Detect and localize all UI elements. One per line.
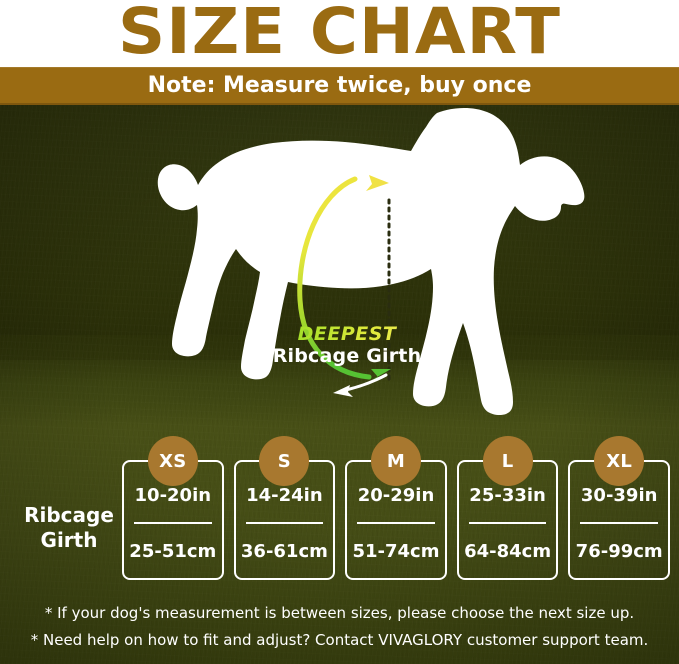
size-value-cm: 51-74cm: [352, 540, 440, 562]
girth-arrow-head-top: [366, 175, 389, 191]
size-card-m[interactable]: M 20-29in 51-74cm: [345, 436, 447, 580]
size-value-inches: 10-20in: [134, 484, 212, 506]
size-badge-l: L: [482, 436, 533, 486]
background-blend: [0, 335, 679, 425]
footnotes: * If your dog's measurement is between s…: [0, 600, 679, 654]
cell-divider: [580, 522, 658, 524]
dog-illustration: [0, 105, 679, 435]
size-card-xl[interactable]: XL 30-39in 76-99cm: [568, 436, 670, 580]
footnote-2: * Need help on how to fit and adjust? Co…: [30, 631, 649, 649]
size-badge-xl: XL: [594, 436, 645, 486]
size-value-inches: 30-39in: [580, 484, 658, 506]
page-title: SIZE CHART: [118, 0, 561, 68]
row-label-line-2: Girth: [40, 528, 98, 552]
cell-divider: [468, 522, 547, 524]
note-text: Note: Measure twice, buy once: [147, 73, 532, 98]
dog-diagram-svg: [157, 107, 585, 416]
size-badge-s: S: [259, 436, 310, 486]
annotation-emphasis: DEEPEST: [247, 323, 447, 345]
size-card-s[interactable]: S 14-24in 36-61cm: [233, 436, 336, 580]
size-table: XS 10-20in 25-51cm S 14-24in 36-61cm M 2…: [122, 436, 670, 580]
cell-divider: [357, 522, 435, 524]
size-card-l[interactable]: L 25-33in 64-84cm: [456, 436, 559, 580]
photo-background: [0, 105, 679, 664]
size-value-cm: 36-61cm: [240, 540, 328, 562]
girth-arrow-head-bottom: [370, 369, 391, 381]
girth-annotation: DEEPEST Ribcage Girth: [247, 323, 447, 368]
size-value-cm: 64-84cm: [464, 540, 552, 562]
size-value-cm: 76-99cm: [575, 540, 663, 562]
label-pointer-head: [333, 385, 353, 397]
cell-divider: [245, 522, 324, 524]
note-bar: Note: Measure twice, buy once: [0, 67, 679, 105]
header-background: [0, 0, 679, 67]
row-label-line-1: Ribcage: [24, 503, 114, 527]
annotation-label: Ribcage Girth: [272, 345, 422, 367]
size-card-xs[interactable]: XS 10-20in 25-51cm: [122, 436, 224, 580]
footnote-1: * If your dog's measurement is between s…: [44, 604, 635, 622]
size-value-cm: 25-51cm: [129, 540, 217, 562]
cell-divider: [134, 522, 212, 524]
size-badge-xs: XS: [147, 436, 198, 486]
size-value-inches: 14-24in: [246, 484, 323, 506]
girth-arrow-curve: [297, 176, 372, 380]
size-value-inches: 25-33in: [469, 484, 546, 506]
size-value-inches: 20-29in: [357, 484, 435, 506]
dog-silhouette: [157, 107, 585, 416]
size-badge-m: M: [370, 436, 421, 486]
row-label-ribcage-girth: Ribcage Girth: [10, 503, 128, 553]
